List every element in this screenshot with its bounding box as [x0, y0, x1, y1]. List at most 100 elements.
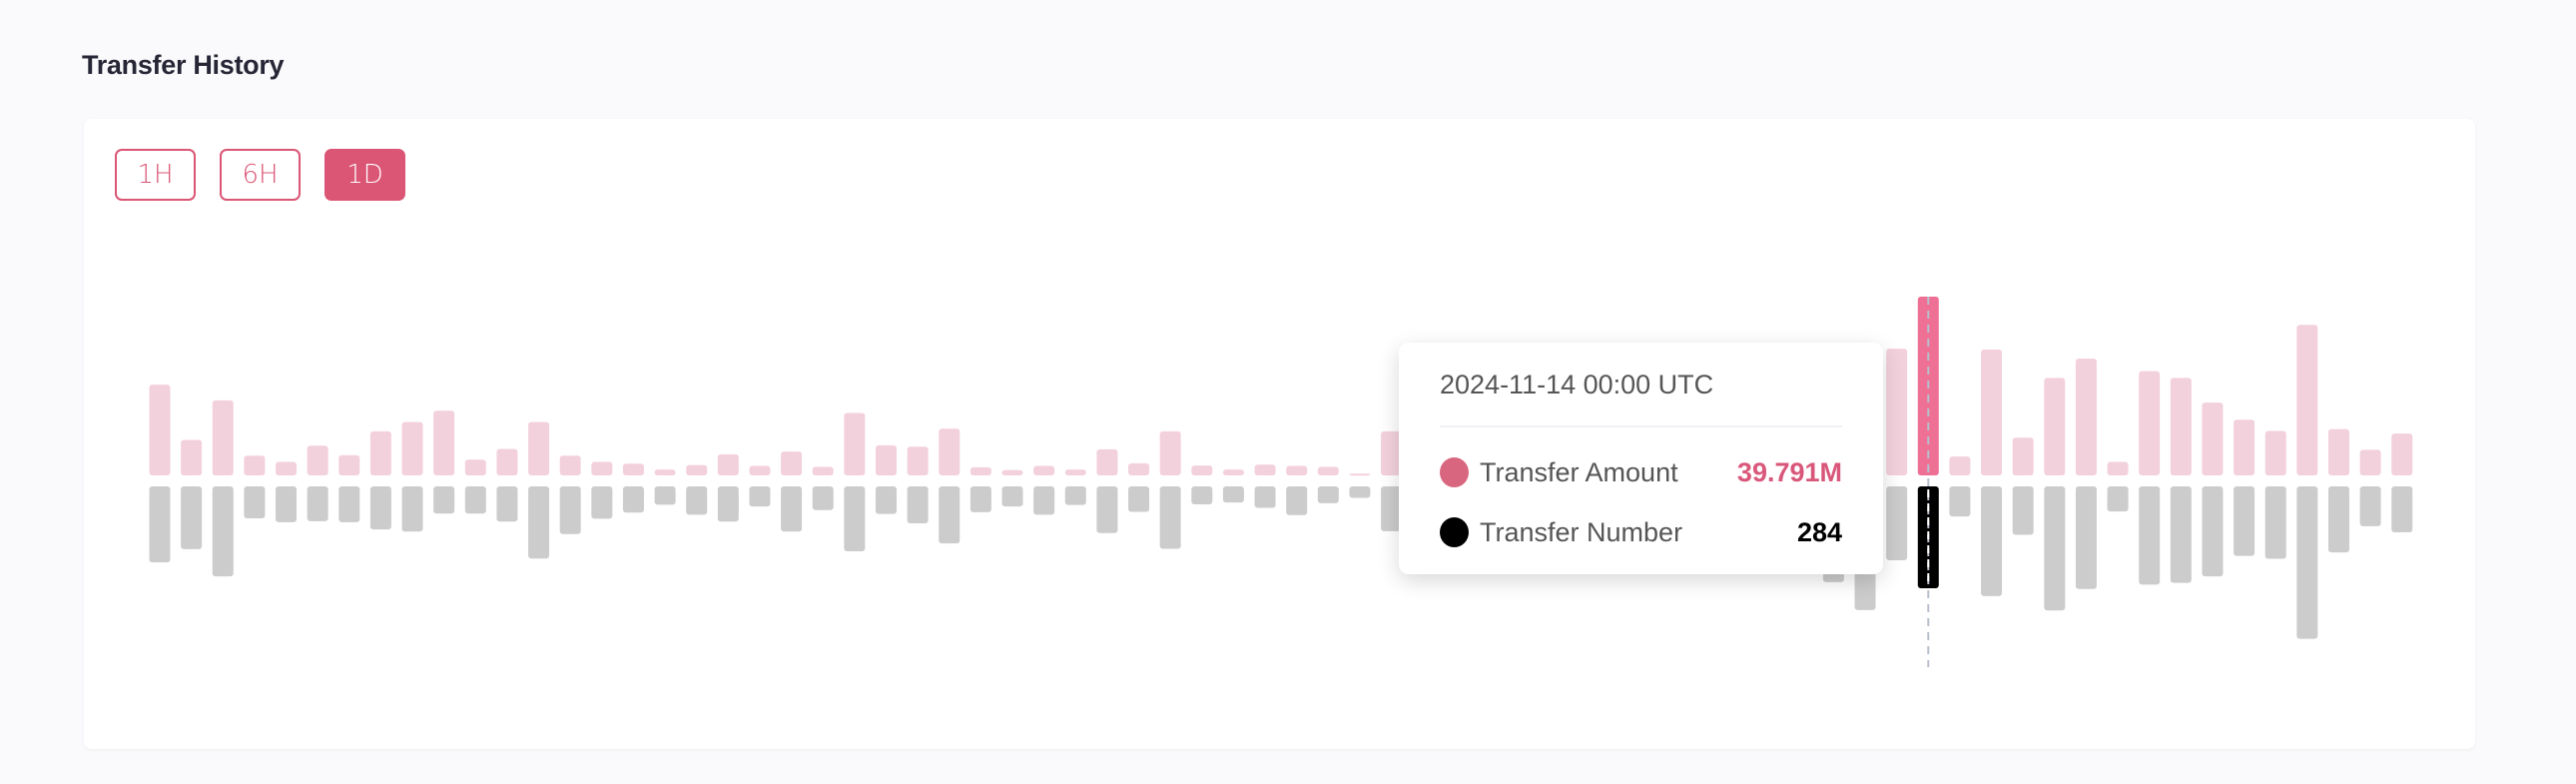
amount-bar[interactable]	[1001, 469, 1023, 475]
number-bar[interactable]	[276, 486, 298, 522]
number-bar[interactable]	[244, 486, 266, 518]
number-bar[interactable]	[812, 486, 834, 510]
amount-bar[interactable]	[844, 412, 866, 475]
amount-bar[interactable]	[276, 461, 298, 475]
amount-bar[interactable]	[2327, 428, 2349, 475]
amount-bar[interactable]	[2359, 449, 2381, 475]
amount-bar[interactable]	[939, 428, 961, 475]
number-bar[interactable]	[433, 486, 455, 514]
number-bar[interactable]	[496, 486, 518, 522]
amount-bar[interactable]	[969, 466, 991, 475]
number-bar[interactable]	[559, 486, 581, 534]
amount-bar[interactable]	[812, 466, 834, 475]
number-bar[interactable]	[2327, 486, 2349, 553]
amount-bar[interactable]	[244, 455, 266, 475]
number-bar[interactable]	[2139, 486, 2161, 585]
amount-bar[interactable]	[781, 451, 803, 475]
amount-bar[interactable]	[622, 463, 644, 475]
number-bar[interactable]	[844, 486, 866, 552]
number-bar[interactable]	[1286, 486, 1308, 515]
range-button-1d[interactable]: 1D	[324, 149, 405, 201]
amount-bar[interactable]	[2107, 461, 2129, 475]
amount-bar[interactable]	[1286, 465, 1308, 475]
number-bar[interactable]	[1159, 486, 1181, 549]
number-bar[interactable]	[2202, 486, 2224, 577]
amount-bar[interactable]	[1254, 464, 1276, 475]
number-bar[interactable]	[1033, 486, 1055, 515]
number-bar[interactable]	[181, 486, 203, 549]
amount-bar[interactable]	[749, 465, 771, 475]
amount-bar[interactable]	[2044, 378, 2066, 475]
number-bar[interactable]	[654, 486, 676, 505]
amount-bar[interactable]	[1033, 465, 1055, 475]
number-bar[interactable]	[464, 486, 486, 514]
amount-bar[interactable]	[307, 445, 328, 475]
number-bar[interactable]	[939, 486, 961, 544]
amount-bar[interactable]	[1096, 448, 1118, 475]
number-bar[interactable]	[528, 486, 550, 559]
amount-bar[interactable]	[2296, 325, 2318, 475]
number-bar[interactable]	[2264, 486, 2286, 559]
number-bar[interactable]	[591, 486, 613, 519]
number-bar[interactable]	[1096, 486, 1118, 533]
amount-bar[interactable]	[1949, 456, 1971, 475]
amount-bar[interactable]	[686, 464, 708, 475]
number-bar[interactable]	[1254, 486, 1276, 508]
amount-bar[interactable]	[2234, 419, 2255, 475]
number-bar[interactable]	[1001, 486, 1023, 507]
amount-bar[interactable]	[401, 421, 423, 475]
number-bar[interactable]	[2296, 486, 2318, 639]
amount-bar[interactable]	[2264, 430, 2286, 475]
amount-bar[interactable]	[2012, 437, 2034, 475]
number-bar[interactable]	[2075, 486, 2097, 589]
amount-bar[interactable]	[369, 430, 391, 475]
amount-bar[interactable]	[1317, 466, 1339, 475]
amount-bar[interactable]	[464, 459, 486, 475]
number-bar[interactable]	[1886, 486, 1908, 560]
number-bar[interactable]	[338, 486, 360, 522]
amount-bar[interactable]	[1981, 350, 2003, 475]
number-bar[interactable]	[307, 486, 328, 521]
number-bar[interactable]	[781, 486, 803, 532]
amount-bar[interactable]	[181, 439, 203, 475]
number-bar[interactable]	[1064, 486, 1086, 505]
amount-bar[interactable]	[2075, 359, 2097, 475]
amount-bar[interactable]	[149, 385, 171, 475]
amount-bar[interactable]	[1349, 473, 1371, 476]
number-bar[interactable]	[686, 486, 708, 515]
amount-bar[interactable]	[1064, 469, 1086, 475]
number-bar[interactable]	[1128, 486, 1150, 512]
amount-bar[interactable]	[1222, 469, 1244, 475]
number-bar[interactable]	[401, 486, 423, 532]
amount-bar[interactable]	[907, 446, 929, 475]
number-bar[interactable]	[717, 486, 739, 522]
number-bar[interactable]	[622, 486, 644, 513]
amount-bar[interactable]	[654, 469, 676, 475]
amount-bar[interactable]	[2170, 378, 2192, 475]
amount-bar[interactable]	[528, 421, 550, 475]
number-bar[interactable]	[369, 486, 391, 530]
number-bar[interactable]	[749, 486, 771, 507]
amount-bar[interactable]	[1886, 349, 1908, 475]
amount-bar[interactable]	[591, 461, 613, 475]
number-bar[interactable]	[2234, 486, 2255, 556]
number-bar[interactable]	[2391, 486, 2413, 532]
number-bar[interactable]	[2107, 486, 2129, 512]
number-bar[interactable]	[212, 486, 234, 577]
number-bar[interactable]	[149, 486, 171, 563]
amount-bar[interactable]	[717, 453, 739, 475]
amount-bar[interactable]	[433, 410, 455, 475]
number-bar[interactable]	[969, 486, 991, 512]
number-bar[interactable]	[2170, 486, 2192, 583]
number-bar[interactable]	[1317, 486, 1339, 503]
amount-bar[interactable]	[2139, 371, 2161, 475]
amount-bar[interactable]	[1381, 430, 1403, 475]
amount-bar[interactable]	[1191, 465, 1213, 475]
amount-bar[interactable]	[1159, 430, 1181, 475]
number-bar[interactable]	[907, 486, 929, 523]
number-bar[interactable]	[2012, 486, 2034, 535]
amount-bar[interactable]	[2391, 433, 2413, 475]
number-bar[interactable]	[1349, 486, 1371, 498]
number-bar[interactable]	[1949, 486, 1971, 517]
